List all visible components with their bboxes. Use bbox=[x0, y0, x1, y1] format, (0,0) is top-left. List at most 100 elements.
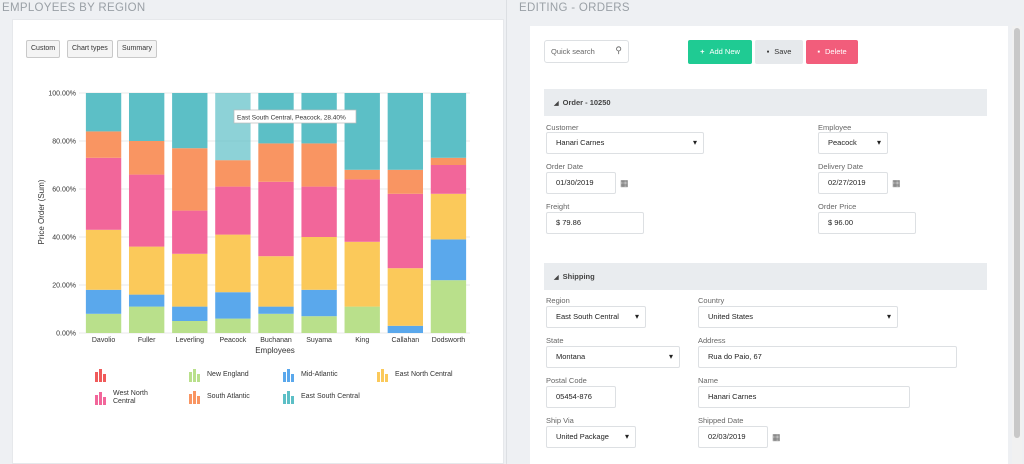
shipping-section-header[interactable]: ◢ Shipping bbox=[544, 263, 987, 290]
delete-label: Delete bbox=[824, 47, 847, 56]
custom-button[interactable]: Custom bbox=[26, 40, 61, 58]
bar-segment[interactable] bbox=[430, 157, 467, 165]
bar-segment[interactable] bbox=[344, 169, 380, 180]
bar-segment[interactable] bbox=[128, 174, 165, 247]
bar-segment[interactable] bbox=[215, 292, 251, 319]
name-label: Name bbox=[698, 376, 719, 385]
search-icon[interactable]: ⚲ bbox=[615, 45, 622, 55]
chevron-down-icon: ▾ bbox=[876, 138, 881, 147]
bar-segment[interactable] bbox=[258, 181, 294, 257]
state-select[interactable]: Montana ▾ bbox=[546, 346, 680, 368]
name-input[interactable]: Hanari Carnes bbox=[698, 386, 910, 408]
address-input[interactable]: Rua do Paio, 67 bbox=[698, 346, 957, 368]
legend-item[interactable]: South Atlantic bbox=[188, 390, 250, 404]
bar-segment[interactable] bbox=[387, 325, 424, 333]
shipped-date-label: Shipped Date bbox=[698, 416, 744, 425]
calendar-icon[interactable]: ▦ bbox=[620, 178, 629, 188]
ship-via-value: United Package bbox=[556, 432, 609, 441]
bar-segment[interactable] bbox=[430, 193, 467, 240]
legend-label: East North Central bbox=[395, 371, 453, 378]
bar-segment[interactable] bbox=[430, 280, 467, 333]
save-button[interactable]: ▪ Save bbox=[755, 40, 803, 64]
scrollbar-thumb[interactable] bbox=[1014, 28, 1020, 438]
bar-segment[interactable] bbox=[215, 93, 251, 161]
bar-segment[interactable] bbox=[215, 318, 251, 333]
bar-segment[interactable] bbox=[258, 306, 294, 314]
bar-segment[interactable] bbox=[128, 141, 165, 175]
bar-segment[interactable] bbox=[172, 253, 208, 307]
bar-segment[interactable] bbox=[258, 313, 294, 333]
collapse-icon[interactable]: ◢ bbox=[554, 101, 559, 107]
bar-segment[interactable] bbox=[128, 246, 165, 295]
bar-segment[interactable] bbox=[258, 256, 294, 307]
bar-segment[interactable] bbox=[85, 229, 122, 290]
bar-segment[interactable] bbox=[85, 313, 122, 333]
bar-segment[interactable] bbox=[85, 157, 122, 230]
x-tick-label: Fuller bbox=[138, 337, 156, 344]
bar-segment[interactable] bbox=[301, 316, 337, 333]
quick-search-input[interactable]: Quick search ⚲ bbox=[544, 40, 629, 63]
bar-segment[interactable] bbox=[344, 93, 380, 170]
freight-input[interactable]: $ 79.86 bbox=[546, 212, 644, 234]
order-date-input[interactable]: 01/30/2019 bbox=[546, 172, 616, 194]
chart-types-button[interactable]: Chart types bbox=[67, 40, 113, 58]
ship-via-select[interactable]: United Package ▾ bbox=[546, 426, 636, 448]
legend-item[interactable]: East South Central bbox=[282, 390, 360, 404]
bar-segment[interactable] bbox=[128, 93, 165, 141]
country-select[interactable]: United States ▾ bbox=[698, 306, 898, 328]
delivery-date-input[interactable]: 02/27/2019 bbox=[818, 172, 888, 194]
bar-segment[interactable] bbox=[430, 165, 467, 194]
bar-segment[interactable] bbox=[301, 143, 337, 187]
bar-segment[interactable] bbox=[430, 93, 467, 158]
legend-item[interactable]: West North Central bbox=[94, 390, 148, 406]
bar-segment[interactable] bbox=[258, 143, 294, 182]
bar-segment[interactable] bbox=[301, 289, 337, 317]
legend-label: New England bbox=[207, 371, 249, 378]
postal-code-input[interactable]: 05454-876 bbox=[546, 386, 616, 408]
bar-segment[interactable] bbox=[387, 93, 424, 170]
legend-label: East South Central bbox=[301, 393, 360, 400]
y-tick-label: 0.00% bbox=[56, 331, 76, 338]
bar-segment[interactable] bbox=[85, 289, 122, 314]
order-section-header[interactable]: ◢ Order - 10250 bbox=[544, 89, 987, 116]
legend-item[interactable]: Mid-Atlantic bbox=[282, 368, 338, 382]
collapse-icon[interactable]: ◢ bbox=[554, 275, 559, 281]
bar-segment[interactable] bbox=[172, 306, 208, 321]
bar-segment[interactable] bbox=[172, 148, 208, 211]
customer-label: Customer bbox=[546, 123, 579, 132]
bar-segment[interactable] bbox=[172, 210, 208, 254]
bar-segment[interactable] bbox=[301, 186, 337, 237]
bar-segment[interactable] bbox=[85, 93, 122, 132]
legend-item[interactable]: New England bbox=[188, 368, 249, 382]
bar-segment[interactable] bbox=[128, 306, 165, 333]
customer-select[interactable]: Hanari Carnes ▾ bbox=[546, 132, 704, 154]
chevron-down-icon: ▾ bbox=[668, 352, 673, 361]
bar-segment[interactable] bbox=[215, 160, 251, 187]
bar-segment[interactable] bbox=[387, 268, 424, 326]
bar-segment[interactable] bbox=[172, 321, 208, 333]
legend-item[interactable] bbox=[94, 368, 108, 382]
calendar-icon[interactable]: ▦ bbox=[772, 432, 781, 442]
bar-segment[interactable] bbox=[128, 294, 165, 307]
add-new-button[interactable]: + Add New bbox=[688, 40, 752, 64]
region-select[interactable]: East South Central ▾ bbox=[546, 306, 646, 328]
bar-segment[interactable] bbox=[344, 179, 380, 242]
bar-segment[interactable] bbox=[387, 169, 424, 194]
shipped-date-input[interactable]: 02/03/2019 bbox=[698, 426, 768, 448]
bar-segment[interactable] bbox=[387, 193, 424, 269]
bar-segment[interactable] bbox=[172, 93, 208, 149]
stacked-bar-chart: 0.00% 20.00% 40.00% 60.00% 80.00% 100.00% Dav… bbox=[37, 91, 470, 355]
employee-select[interactable]: Peacock ▾ bbox=[818, 132, 888, 154]
bar-segment[interactable] bbox=[430, 239, 467, 281]
order-price-input[interactable]: $ 96.00 bbox=[818, 212, 916, 234]
bar-segment[interactable] bbox=[301, 237, 337, 290]
bar-segment[interactable] bbox=[215, 186, 251, 235]
legend-item[interactable]: East North Central bbox=[376, 368, 453, 382]
summary-button[interactable]: Summary bbox=[117, 40, 157, 58]
bar-segment[interactable] bbox=[344, 306, 380, 333]
bar-segment[interactable] bbox=[344, 241, 380, 307]
calendar-icon[interactable]: ▦ bbox=[892, 178, 901, 188]
delete-button[interactable]: ▪ Delete bbox=[806, 40, 858, 64]
bar-segment[interactable] bbox=[85, 131, 122, 158]
bar-segment[interactable] bbox=[215, 234, 251, 293]
